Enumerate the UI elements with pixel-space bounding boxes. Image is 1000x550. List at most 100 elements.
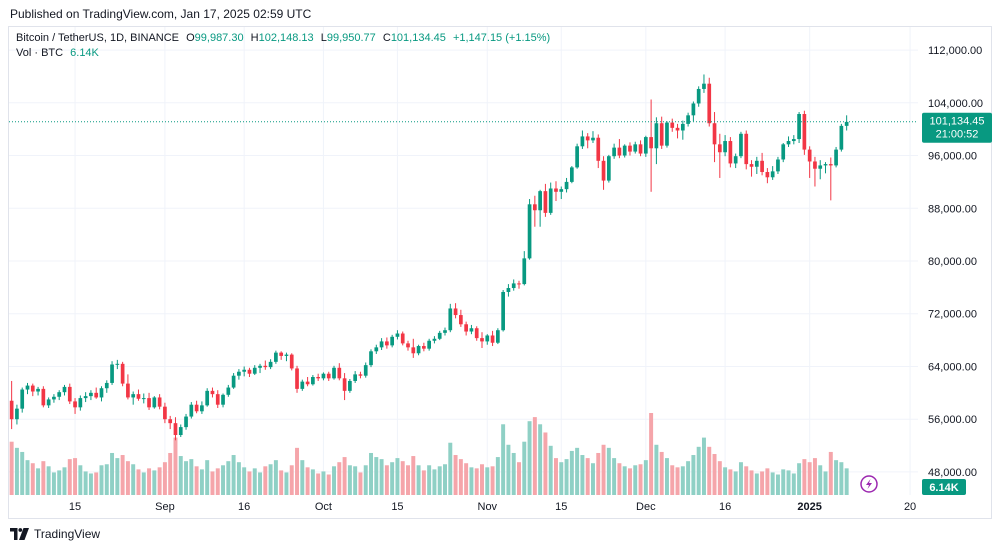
candle-body[interactable]	[723, 141, 727, 153]
candle-body[interactable]	[126, 383, 130, 398]
candle-body[interactable]	[522, 258, 527, 285]
candle-body[interactable]	[628, 145, 632, 152]
candle-body[interactable]	[437, 332, 442, 339]
candle-body[interactable]	[268, 361, 273, 368]
candle-body[interactable]	[120, 363, 125, 384]
candle-body[interactable]	[78, 398, 83, 408]
candle-body[interactable]	[147, 398, 151, 408]
candle-body[interactable]	[559, 189, 564, 192]
candle-body[interactable]	[606, 156, 611, 181]
candle-body[interactable]	[316, 377, 321, 379]
candle-body[interactable]	[823, 164, 828, 166]
candle-body[interactable]	[844, 121, 849, 126]
candle-body[interactable]	[189, 404, 194, 417]
candle-body[interactable]	[760, 160, 764, 173]
candle-body[interactable]	[670, 122, 675, 128]
candle-body[interactable]	[326, 373, 331, 379]
candle-body[interactable]	[194, 404, 199, 412]
candle-body[interactable]	[210, 390, 215, 395]
candle-body[interactable]	[839, 125, 844, 150]
candle-body[interactable]	[834, 149, 838, 166]
last-price-badge[interactable]	[922, 112, 992, 143]
candle-body[interactable]	[702, 83, 706, 89]
candle-body[interactable]	[205, 390, 210, 406]
candle-body[interactable]	[511, 283, 516, 289]
candle-body[interactable]	[36, 388, 40, 392]
candle-body[interactable]	[157, 397, 162, 407]
candle-body[interactable]	[252, 367, 257, 374]
candle-body[interactable]	[591, 137, 595, 141]
candle-body[interactable]	[490, 335, 495, 343]
candle-body[interactable]	[274, 352, 278, 362]
candle-body[interactable]	[15, 408, 19, 420]
candle-body[interactable]	[749, 164, 754, 167]
candle-body[interactable]	[712, 123, 717, 145]
candle-body[interactable]	[744, 133, 749, 165]
candle-body[interactable]	[548, 188, 553, 213]
candle-body[interactable]	[448, 308, 453, 331]
candle-body[interactable]	[231, 375, 236, 388]
candle-body[interactable]	[638, 144, 643, 154]
candle-body[interactable]	[781, 144, 786, 160]
candle-body[interactable]	[686, 115, 690, 124]
candle-body[interactable]	[564, 181, 569, 190]
candle-body[interactable]	[459, 315, 463, 325]
candle-body[interactable]	[221, 394, 225, 405]
candle-body[interactable]	[110, 364, 114, 383]
candle-body[interactable]	[237, 371, 241, 376]
candle-body[interactable]	[163, 406, 167, 420]
candle-body[interactable]	[728, 141, 733, 164]
candle-body[interactable]	[411, 347, 416, 354]
candle-body[interactable]	[633, 144, 638, 152]
candle-body[interactable]	[506, 288, 511, 292]
candle-body[interactable]	[311, 377, 315, 385]
legend-symbol[interactable]: Bitcoin / TetherUS, 1D, BINANCE	[16, 32, 180, 44]
candle-body[interactable]	[696, 88, 701, 104]
candle-body[interactable]	[443, 330, 447, 333]
candle-body[interactable]	[400, 333, 405, 344]
candle-body[interactable]	[332, 367, 336, 379]
candle-body[interactable]	[263, 365, 268, 368]
candle-body[interactable]	[797, 114, 801, 140]
candle-body[interactable]	[168, 419, 173, 424]
candle-body[interactable]	[569, 167, 574, 182]
candle-body[interactable]	[374, 347, 379, 352]
candle-body[interactable]	[622, 145, 627, 156]
candle-body[interactable]	[57, 392, 62, 397]
candle-body[interactable]	[754, 160, 759, 167]
candle-body[interactable]	[532, 204, 537, 211]
candle-body[interactable]	[46, 399, 51, 406]
candle-body[interactable]	[215, 394, 220, 405]
candle-body[interactable]	[416, 346, 421, 354]
candle-body[interactable]	[517, 283, 521, 285]
candle-body[interactable]	[575, 146, 579, 168]
candle-body[interactable]	[242, 369, 247, 372]
candle-body[interactable]	[828, 164, 833, 166]
candle-body[interactable]	[9, 400, 14, 420]
candle-body[interactable]	[141, 398, 146, 400]
candle-body[interactable]	[691, 103, 696, 116]
candle-body[interactable]	[363, 365, 368, 376]
candle-body[interactable]	[464, 324, 468, 332]
candle-body[interactable]	[94, 392, 99, 398]
candle-body[interactable]	[643, 137, 648, 154]
candle-body[interactable]	[348, 380, 352, 391]
candle-body[interactable]	[427, 340, 431, 349]
candle-body[interactable]	[295, 368, 299, 389]
candle-body[interactable]	[649, 137, 653, 149]
candle-body[interactable]	[395, 333, 400, 337]
candle-body[interactable]	[527, 204, 532, 259]
candle-body[interactable]	[596, 137, 601, 161]
candle-body[interactable]	[73, 401, 77, 408]
candle-body[interactable]	[131, 394, 136, 398]
candle-body[interactable]	[321, 373, 326, 379]
candle-body[interactable]	[654, 123, 659, 149]
candle-body[interactable]	[41, 388, 46, 406]
candle-body[interactable]	[258, 365, 262, 368]
candle-body[interactable]	[62, 386, 67, 393]
candle-body[interactable]	[52, 396, 56, 400]
candle-body[interactable]	[791, 139, 796, 142]
candle-body[interactable]	[178, 427, 183, 436]
candle-body[interactable]	[353, 374, 358, 381]
candle-body[interactable]	[83, 396, 88, 399]
